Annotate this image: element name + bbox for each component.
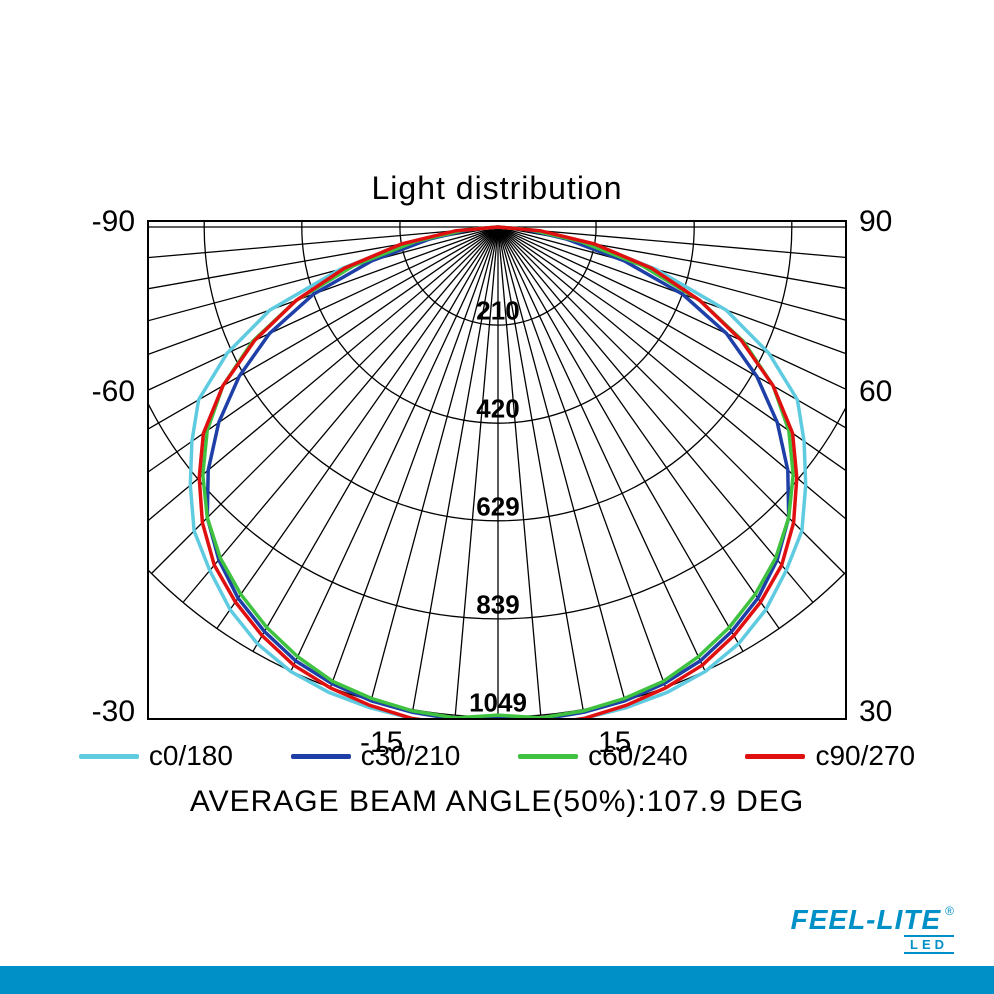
angle-label: 90: [859, 205, 892, 239]
legend-item: c60/240: [518, 740, 688, 772]
brand-logo: FEEL-LITE® LED: [791, 904, 954, 954]
angle-label: -30: [92, 695, 135, 729]
brand-name: FEEL-LITE: [791, 904, 942, 935]
legend-swatch: [79, 754, 139, 759]
angle-label: -90: [92, 205, 135, 239]
caption: AVERAGE BEAM ANGLE(50%):107.9 DEG: [0, 785, 994, 819]
legend: c0/180 c30/210 c60/240 c90/270: [50, 740, 944, 772]
legend-swatch: [518, 754, 578, 759]
legend-label: c60/240: [588, 740, 688, 772]
legend-label: c0/180: [149, 740, 233, 772]
chart-title: Light distribution: [0, 170, 994, 207]
legend-swatch: [745, 754, 805, 759]
brand-sub: LED: [904, 935, 954, 954]
ring-label: 839: [476, 589, 519, 620]
legend-label: c30/210: [361, 740, 461, 772]
page: Light distribution -90 90 -60 60 -30 30 210 42…: [0, 0, 994, 994]
ring-label: 210: [476, 296, 519, 327]
legend-swatch: [291, 754, 351, 759]
angle-label: 60: [859, 375, 892, 409]
ring-label: 1049: [469, 688, 527, 719]
angle-label: 30: [859, 695, 892, 729]
legend-item: c0/180: [79, 740, 233, 772]
brand-registered-icon: ®: [945, 904, 954, 918]
angle-label: -60: [92, 375, 135, 409]
legend-item: c90/270: [745, 740, 915, 772]
polar-chart: 2104206298391049 -1515: [147, 220, 847, 720]
ring-label: 420: [476, 394, 519, 425]
footer-bar: [0, 966, 994, 994]
legend-label: c90/270: [815, 740, 915, 772]
ring-label: 629: [476, 491, 519, 522]
legend-item: c30/210: [291, 740, 461, 772]
